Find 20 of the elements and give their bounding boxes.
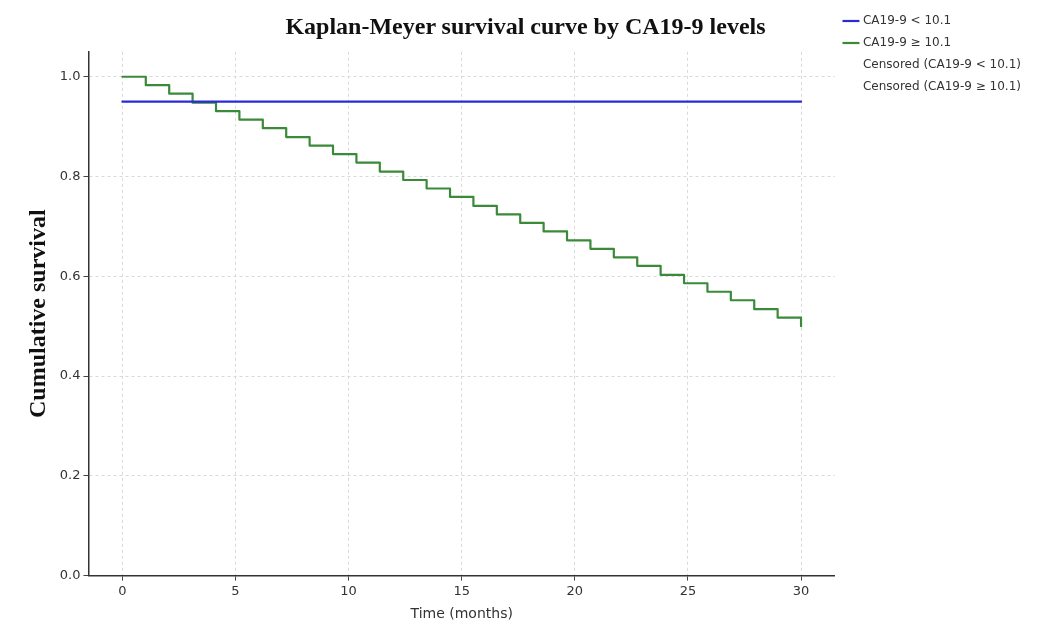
legend-label: CA19-9 < 10.1 <box>862 13 952 28</box>
x-tick-label: 15 <box>453 582 470 598</box>
x-tick-label: 25 <box>679 582 697 598</box>
y-axis-title: Cumulative survival <box>23 209 50 419</box>
y-tick-label: 0.2 <box>59 467 81 483</box>
y-tick-label: 1.0 <box>59 68 81 84</box>
x-tick-label: 30 <box>792 582 810 598</box>
x-tick-label: 20 <box>566 582 584 598</box>
x-tick-label: 5 <box>231 582 240 598</box>
y-tick-label: 0.6 <box>59 267 81 283</box>
text: Censored (CA19-9 < 10.1) <box>862 57 1022 72</box>
y-tick-label: 0.0 <box>59 566 81 582</box>
text: Censored (CA19-9 ≥ 10.1) <box>862 79 1022 94</box>
x-tick-label: 10 <box>340 582 357 598</box>
legend-label: CA19-9 ≥ 10.1 <box>862 35 952 50</box>
chart-title: Kaplan-Meyer survival curve by CA19-9 levels <box>285 12 766 39</box>
x-tick-label: 0 <box>118 582 127 598</box>
y-tick-label: 0.8 <box>59 167 81 183</box>
y-tick-label: 0.4 <box>59 367 81 383</box>
x-axis-title: Time (months) <box>409 605 513 622</box>
